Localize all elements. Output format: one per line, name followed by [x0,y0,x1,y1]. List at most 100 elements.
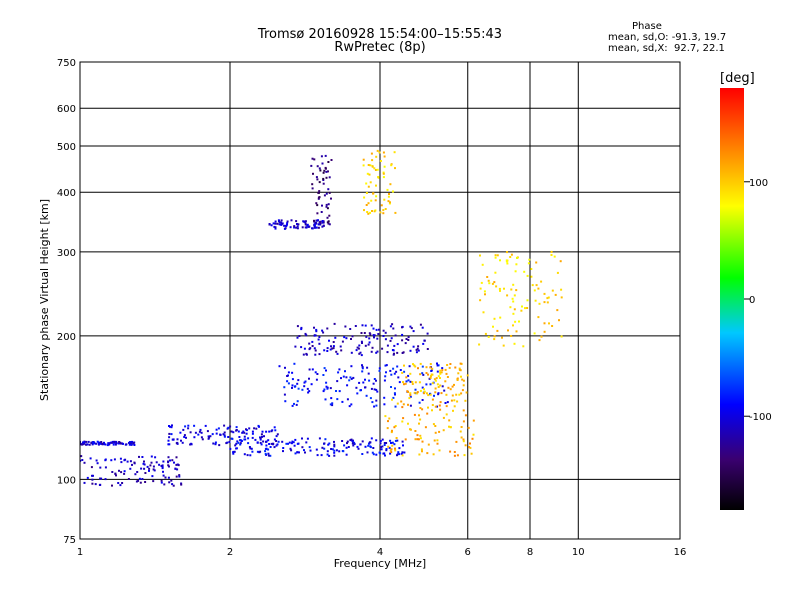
echo-point [351,335,354,338]
echo-point [382,172,385,175]
echo-point [385,449,388,452]
echo-point [320,211,323,213]
echo-point [372,327,375,330]
echo-point [317,196,320,199]
echo-point [178,475,181,478]
echo-point [104,458,107,461]
echo-point [394,405,397,408]
echo-point [194,431,197,434]
echo-point [383,442,386,444]
echo-point [436,383,439,386]
echo-point [223,431,226,434]
echo-point [261,435,263,438]
echo-point [229,425,232,428]
echo-point [318,223,321,226]
echo-point [373,378,376,380]
echo-point [327,188,330,191]
echo-point [200,436,203,439]
echo-point [103,443,106,446]
echo-point [143,463,146,466]
echo-point [302,353,305,356]
echo-point [318,181,321,184]
echo-point [388,202,391,205]
echo-point [92,441,95,444]
echo-point [436,370,439,373]
echo-point [396,343,399,346]
echo-point [305,334,308,337]
echo-point [293,385,296,388]
echo-point [409,349,412,352]
echo-point [526,274,529,277]
echo-point [372,334,375,337]
echo-point [494,271,497,274]
echo-point [83,481,86,484]
echo-point [246,454,249,457]
echo-point [419,418,422,421]
echo-point [162,470,164,473]
echo-point [331,404,334,407]
echo-point [325,385,328,388]
echo-point [375,379,377,382]
echo-point [513,294,516,297]
echo-point [495,285,498,288]
echo-point [308,446,311,449]
echo-point [510,253,513,256]
echo-point [556,271,559,274]
echo-point [115,474,117,477]
echo-point [268,223,271,225]
echo-point [371,346,374,349]
echo-point [345,337,348,340]
echo-point [193,436,196,439]
echo-point [434,425,437,427]
echo-point [308,390,311,393]
echo-point [100,442,103,445]
echo-point [516,257,518,259]
echo-point [127,478,130,480]
echo-point [315,176,318,179]
echo-point [437,375,440,378]
echo-point [293,444,296,447]
echo-point [168,425,170,427]
echo-point [333,451,336,454]
echo-point [324,154,327,157]
echo-point [162,474,165,477]
echo-point [167,456,170,459]
echo-point [233,450,236,453]
echo-point [349,439,352,442]
echo-point [468,446,470,449]
echo-point [365,204,368,206]
echo-point [345,376,348,379]
echo-point [449,388,452,391]
echo-point [389,452,392,455]
echo-point [458,393,461,396]
echo-point [130,443,133,446]
echo-point [510,335,513,337]
echo-point [265,444,268,447]
echo-point [296,442,299,445]
echo-point [484,293,486,296]
echo-point [114,441,117,444]
echo-point [496,254,499,257]
echo-point [418,422,420,425]
echo-point [383,379,386,382]
echo-point [434,379,437,382]
echo-point [393,392,396,395]
echo-point [322,177,325,180]
echo-point [249,454,252,457]
echo-point [403,370,406,373]
echo-point [288,441,291,444]
echo-point [317,197,320,200]
echo-point [515,263,518,266]
echo-point [441,385,444,388]
echo-point [409,395,412,398]
echo-point [384,454,386,457]
echo-point [513,308,516,311]
echo-point [386,427,389,430]
echo-point [419,373,422,376]
echo-point [551,289,554,292]
echo-point [129,467,132,470]
echo-point [277,440,280,443]
echo-point [430,375,432,378]
echo-point [386,344,389,347]
echo-point [291,384,294,387]
